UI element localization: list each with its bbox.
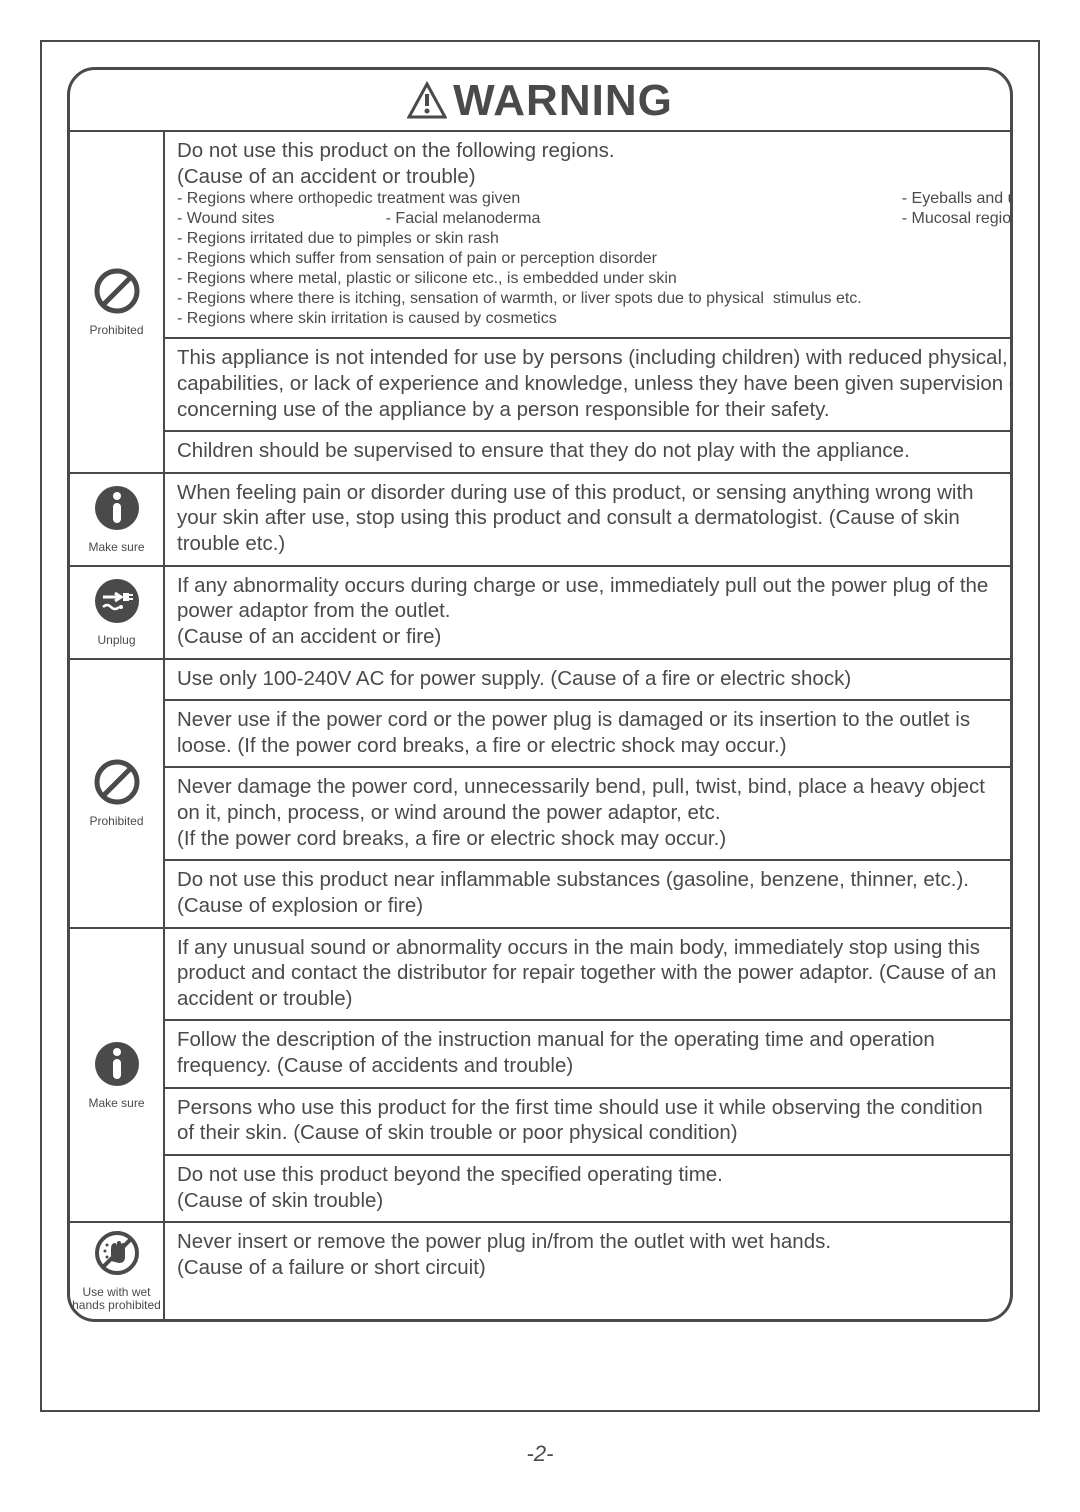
- icon-label: Make sure: [88, 541, 144, 554]
- warning-text-cell: Follow the description of the instructio…: [165, 1021, 1010, 1088]
- warning-text-cell: Do not use this product on the following…: [165, 132, 1013, 339]
- warning-box: WARNING Prohibited Do not use this produc…: [67, 67, 1013, 1322]
- text-column: If any unusual sound or abnormality occu…: [165, 929, 1010, 1222]
- text-column: When feeling pain or disorder during use…: [165, 474, 1010, 565]
- warning-table: Prohibited Do not use this product on the…: [70, 132, 1010, 1319]
- makesure-icon: [93, 1040, 141, 1093]
- warning-row-group: Use with wet hands prohibitedNever inser…: [70, 1223, 1010, 1318]
- warning-text-cell: When feeling pain or disorder during use…: [165, 474, 1010, 565]
- warning-row-group: Unplug If any abnormality occurs during c…: [70, 567, 1010, 660]
- warning-text-cell: Never damage the power cord, unnecessari…: [165, 768, 1010, 861]
- text-column: If any abnormality occurs during charge …: [165, 567, 1010, 658]
- icon-cell: Use with wet hands prohibited: [70, 1223, 165, 1318]
- warning-text-cell: Persons who use this product for the fir…: [165, 1089, 1010, 1156]
- icon-cell: Prohibited: [70, 660, 165, 927]
- bullets-col-right: - Eyeballs and upper eyelids - Mucosal r…: [902, 189, 1013, 329]
- icon-label: Make sure: [88, 1097, 144, 1110]
- icon-label: Prohibited: [89, 815, 143, 828]
- icon-cell: Prohibited: [70, 132, 165, 472]
- warning-row-group: Prohibited Do not use this product on the…: [70, 132, 1010, 474]
- bullets-block: - Regions where orthopedic treatment was…: [177, 189, 1013, 329]
- icon-label: Use with wet hands prohibited: [72, 1286, 161, 1312]
- warning-text-cell: This appliance is not intended for use b…: [165, 339, 1013, 432]
- warning-text-cell: Children should be supervised to ensure …: [165, 432, 1013, 472]
- prohibited-icon: [93, 758, 141, 811]
- cell-intro: Do not use this product on the following…: [177, 138, 1013, 189]
- warning-row-group: Make sure If any unusual sound or abnorma…: [70, 929, 1010, 1224]
- warning-text-cell: If any unusual sound or abnormality occu…: [165, 929, 1010, 1022]
- warning-text-cell: Do not use this product beyond the speci…: [165, 1156, 1010, 1221]
- prohibited-icon: [93, 267, 141, 320]
- icon-cell: Make sure: [70, 474, 165, 565]
- warning-text-cell: Do not use this product near inflammable…: [165, 861, 1010, 926]
- page-number: -2-: [0, 1441, 1080, 1467]
- wethands-icon: [93, 1229, 141, 1282]
- warning-text-cell: Never insert or remove the power plug in…: [165, 1223, 1010, 1288]
- warning-header: WARNING: [70, 70, 1010, 132]
- warning-row-group: Prohibited Use only 100-240V AC for power…: [70, 660, 1010, 929]
- icon-label: Prohibited: [89, 324, 143, 337]
- warning-row-group: Make sure When feeling pain or disorder d…: [70, 474, 1010, 567]
- icon-cell: Unplug: [70, 567, 165, 658]
- bullets-col-left: - Regions where orthopedic treatment was…: [177, 189, 862, 329]
- warning-text-cell: Never use if the power cord or the power…: [165, 701, 1010, 768]
- icon-cell: Make sure: [70, 929, 165, 1222]
- unplug-icon: [93, 577, 141, 630]
- warning-title: WARNING: [407, 76, 673, 126]
- warning-text-cell: If any abnormality occurs during charge …: [165, 567, 1010, 658]
- text-column: Never insert or remove the power plug in…: [165, 1223, 1010, 1318]
- page-frame: WARNING Prohibited Do not use this produc…: [40, 40, 1040, 1412]
- warning-title-text: WARNING: [453, 76, 673, 126]
- icon-label: Unplug: [97, 634, 135, 647]
- warning-text-cell: Use only 100-240V AC for power supply. (…: [165, 660, 1010, 702]
- text-column: Do not use this product on the following…: [165, 132, 1013, 472]
- text-column: Use only 100-240V AC for power supply. (…: [165, 660, 1010, 927]
- makesure-icon: [93, 484, 141, 537]
- warning-triangle-icon: [407, 81, 447, 121]
